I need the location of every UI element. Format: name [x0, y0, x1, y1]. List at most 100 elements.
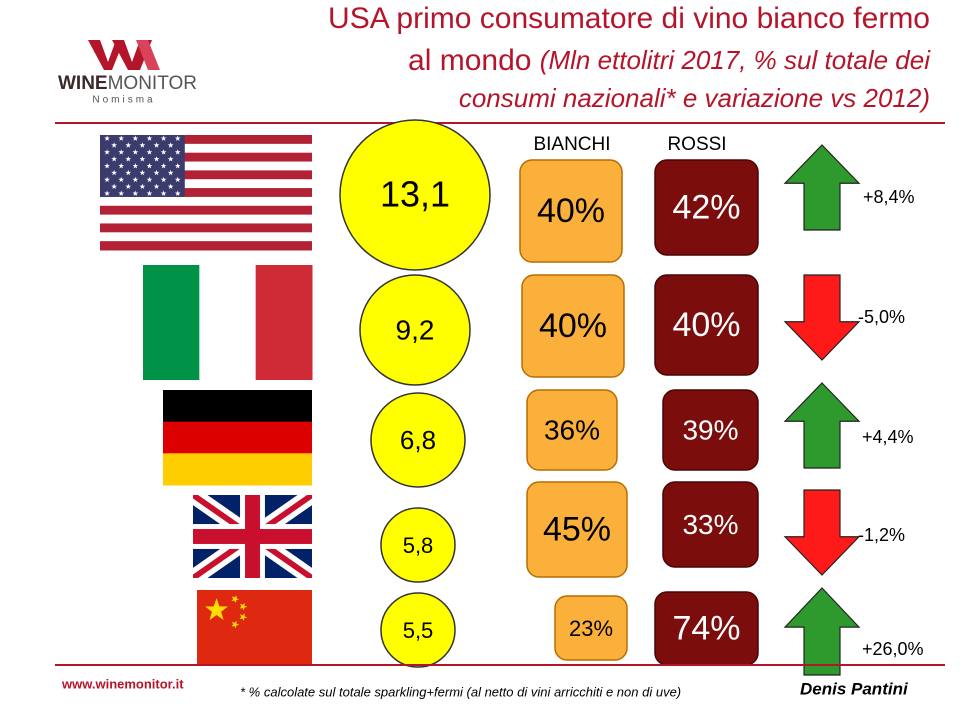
bianchi-box — [519, 159, 623, 263]
title: al mondo (Mln ettolitri 2017, % sul tota… — [408, 44, 931, 77]
volume-circle — [380, 592, 456, 668]
title: consumi nazionali* e variazione vs 2012) — [459, 83, 930, 113]
flag-star — [174, 135, 181, 141]
volume-circle — [370, 392, 466, 488]
flag-stripe — [100, 161, 312, 171]
flag-star — [153, 183, 160, 189]
row: 5,8 45% 33% -1,2% — [193, 481, 905, 583]
flag-star — [160, 176, 167, 183]
rossi-label: 39% — [682, 414, 738, 445]
flag-stripe — [100, 143, 312, 154]
flag-star — [153, 169, 160, 176]
flag-star — [125, 169, 132, 176]
footer-author: Denis Pantini — [800, 679, 909, 698]
rows: 13,1 40% 42% +8,4% 9,2 40% 40% -5,0% 6,8 36% 39% +4… — [100, 119, 924, 676]
flag-band — [199, 265, 257, 380]
row: 6,8 36% 39% +4,4% — [163, 382, 914, 488]
flag-star — [139, 169, 146, 176]
volume-circle — [380, 507, 456, 583]
flag-star — [132, 163, 139, 169]
bianchi-box — [554, 595, 628, 661]
flag-star — [118, 163, 125, 169]
flag-star — [111, 169, 117, 176]
flag-star — [132, 190, 139, 196]
column-header: BIANCHI — [533, 134, 610, 155]
flag — [143, 265, 313, 380]
volume-label: 5,8 — [403, 533, 434, 558]
flag-star — [132, 149, 139, 155]
flag-star — [104, 176, 110, 183]
flag-band — [255, 265, 313, 380]
flag-star — [139, 183, 146, 189]
flag-star — [125, 142, 132, 148]
logo-mark — [136, 40, 160, 70]
flag — [163, 390, 312, 486]
flag-stripe — [100, 241, 312, 251]
flag-stripe — [100, 232, 312, 242]
arrow-up — [783, 382, 861, 469]
volume-circle — [359, 274, 471, 386]
flag-star — [111, 183, 117, 189]
logo-brand: MONITOR — [108, 73, 197, 94]
bianchi-box — [521, 274, 625, 378]
rossi-label: 40% — [672, 306, 740, 344]
title-part: al mondo — [408, 44, 531, 77]
footer-note: * % calcolate sul totale sparkling+fermi… — [240, 684, 681, 699]
flag-star — [139, 156, 146, 162]
volume-label: 9,2 — [396, 314, 435, 345]
flag-star — [174, 149, 181, 155]
flag-stripe — [100, 188, 312, 198]
flag-star — [111, 142, 117, 148]
volume-circle — [339, 119, 491, 271]
logo-brand: WINE — [58, 73, 108, 94]
rossi-label: 74% — [672, 609, 740, 647]
change-label: -1,2% — [858, 525, 905, 545]
flag — [197, 590, 312, 665]
flag-star — [118, 190, 125, 196]
flag-band — [163, 453, 312, 486]
flag-star — [139, 142, 146, 148]
flag-star — [160, 190, 167, 196]
flag-band — [163, 390, 312, 423]
flag-stripe — [100, 152, 312, 163]
flag-star — [104, 190, 110, 196]
flag-star — [132, 135, 139, 141]
rossi-label: 33% — [682, 509, 738, 540]
flag — [100, 135, 312, 251]
flag-star — [153, 142, 160, 148]
bianchi-box — [526, 481, 628, 578]
bianchi-label: 45% — [543, 510, 611, 548]
flag-star — [125, 183, 132, 189]
title: USA primo consumatore di vino bianco fer… — [328, 2, 930, 35]
volume-label: 5,5 — [403, 618, 434, 643]
flag-star — [167, 183, 174, 189]
flag-stripe — [100, 205, 312, 216]
flag-star — [146, 163, 153, 169]
flag-star — [174, 163, 181, 169]
flag-star — [118, 135, 125, 141]
flag-star — [111, 156, 117, 162]
change-label: +8,4% — [863, 187, 915, 207]
flag-star — [231, 620, 240, 629]
logo-sub: Nomisma — [92, 95, 155, 106]
flag-star — [167, 142, 174, 148]
flag-star — [153, 156, 160, 162]
flag-star — [104, 163, 110, 169]
rossi-box — [662, 389, 759, 471]
bianchi-box — [526, 389, 618, 471]
flag-stripe — [100, 196, 312, 207]
flag-star — [146, 149, 153, 155]
flag-star — [104, 135, 110, 141]
flag-star — [239, 602, 248, 611]
change-label: +26,0% — [862, 639, 924, 659]
bianchi-label: 40% — [537, 192, 605, 230]
flag-star — [132, 176, 139, 183]
arrow-down — [783, 489, 861, 576]
flag-bg — [197, 590, 312, 665]
flag-star — [118, 176, 125, 183]
arrow-up — [783, 144, 861, 231]
flag-cross — [245, 495, 260, 578]
column-header: ROSSI — [667, 134, 726, 155]
flag-star — [160, 149, 167, 155]
